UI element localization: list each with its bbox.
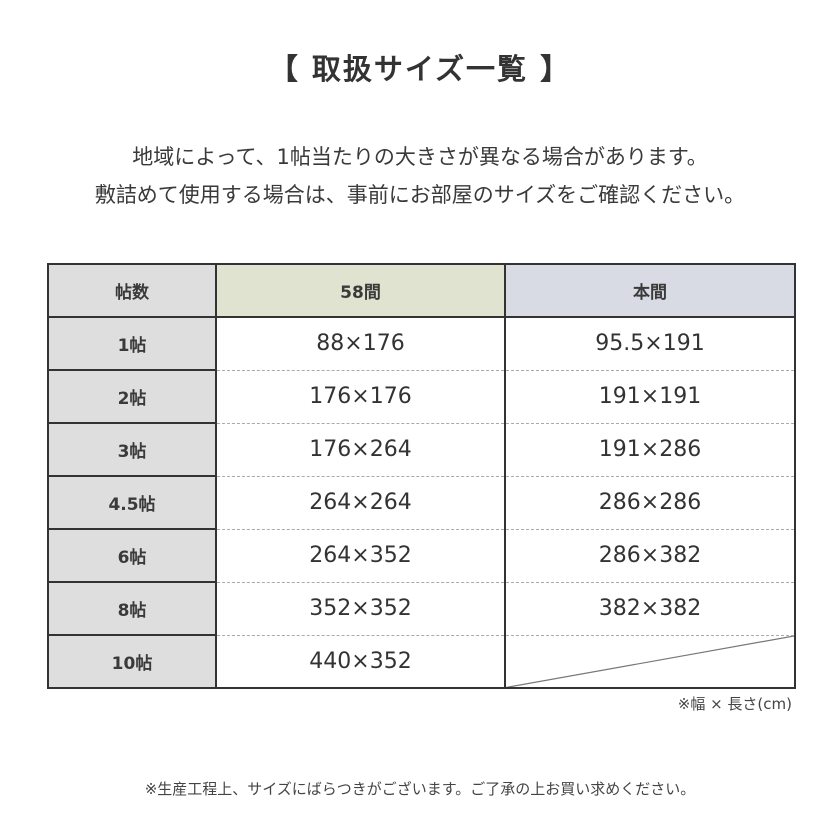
table-row: 10帖 440×352 (47, 634, 796, 689)
size-honma: 191×191 (504, 369, 796, 424)
not-available-slash (506, 636, 794, 688)
row-label: 10帖 (47, 634, 217, 689)
row-label: 1帖 (47, 316, 217, 371)
row-label: 4.5帖 (47, 475, 217, 530)
size-honma: 95.5×191 (504, 316, 796, 371)
size-58ma: 176×176 (215, 369, 506, 424)
header-honma: 本間 (504, 263, 796, 318)
size-honma: 286×382 (504, 528, 796, 583)
size-58ma: 88×176 (215, 316, 506, 371)
row-label: 6帖 (47, 528, 217, 583)
table-row: 4.5帖 264×264 286×286 (47, 475, 796, 530)
size-58ma: 264×264 (215, 475, 506, 530)
table-row: 3帖 176×264 191×286 (47, 422, 796, 477)
table-row: 6帖 264×352 286×382 (47, 528, 796, 583)
intro-line: 地域によって、1帖当たりの大きさが異なる場合があります。 (132, 145, 708, 169)
size-58ma: 440×352 (215, 634, 506, 689)
header-58ma: 58間 (215, 263, 506, 318)
size-58ma: 352×352 (215, 581, 506, 636)
row-label: 8帖 (47, 581, 217, 636)
size-table: 帖数 58間 本間 1帖 88×176 95.5×191 2帖 176×176 191×1… (47, 263, 796, 689)
table-row: 2帖 176×176 191×191 (47, 369, 796, 424)
row-label: 3帖 (47, 422, 217, 477)
intro-line: 敷詰めて使用する場合は、事前にお部屋のサイズをご確認ください。 (94, 183, 746, 207)
size-honma: 382×382 (504, 581, 796, 636)
footer-note: ※生産工程上、サイズにばらつきがございます。ご了承の上お買い求めください。 (144, 780, 696, 798)
table-header-row: 帖数 58間 本間 (47, 263, 796, 318)
unit-note: ※幅 × 長さ(cm) (677, 695, 792, 713)
size-honma: 191×286 (504, 422, 796, 477)
header-jo-count: 帖数 (47, 263, 217, 318)
size-honma: 286×286 (504, 475, 796, 530)
size-58ma: 264×352 (215, 528, 506, 583)
row-label: 2帖 (47, 369, 217, 424)
intro-text: 地域によって、1帖当たりの大きさが異なる場合があります。 敷詰めて使用する場合は… (0, 138, 840, 214)
page-title: 【 取扱サイズ一覧 】 (268, 52, 572, 86)
empty-cell (504, 634, 796, 689)
size-58ma: 176×264 (215, 422, 506, 477)
table-row: 8帖 352×352 382×382 (47, 581, 796, 636)
table-row: 1帖 88×176 95.5×191 (47, 316, 796, 371)
